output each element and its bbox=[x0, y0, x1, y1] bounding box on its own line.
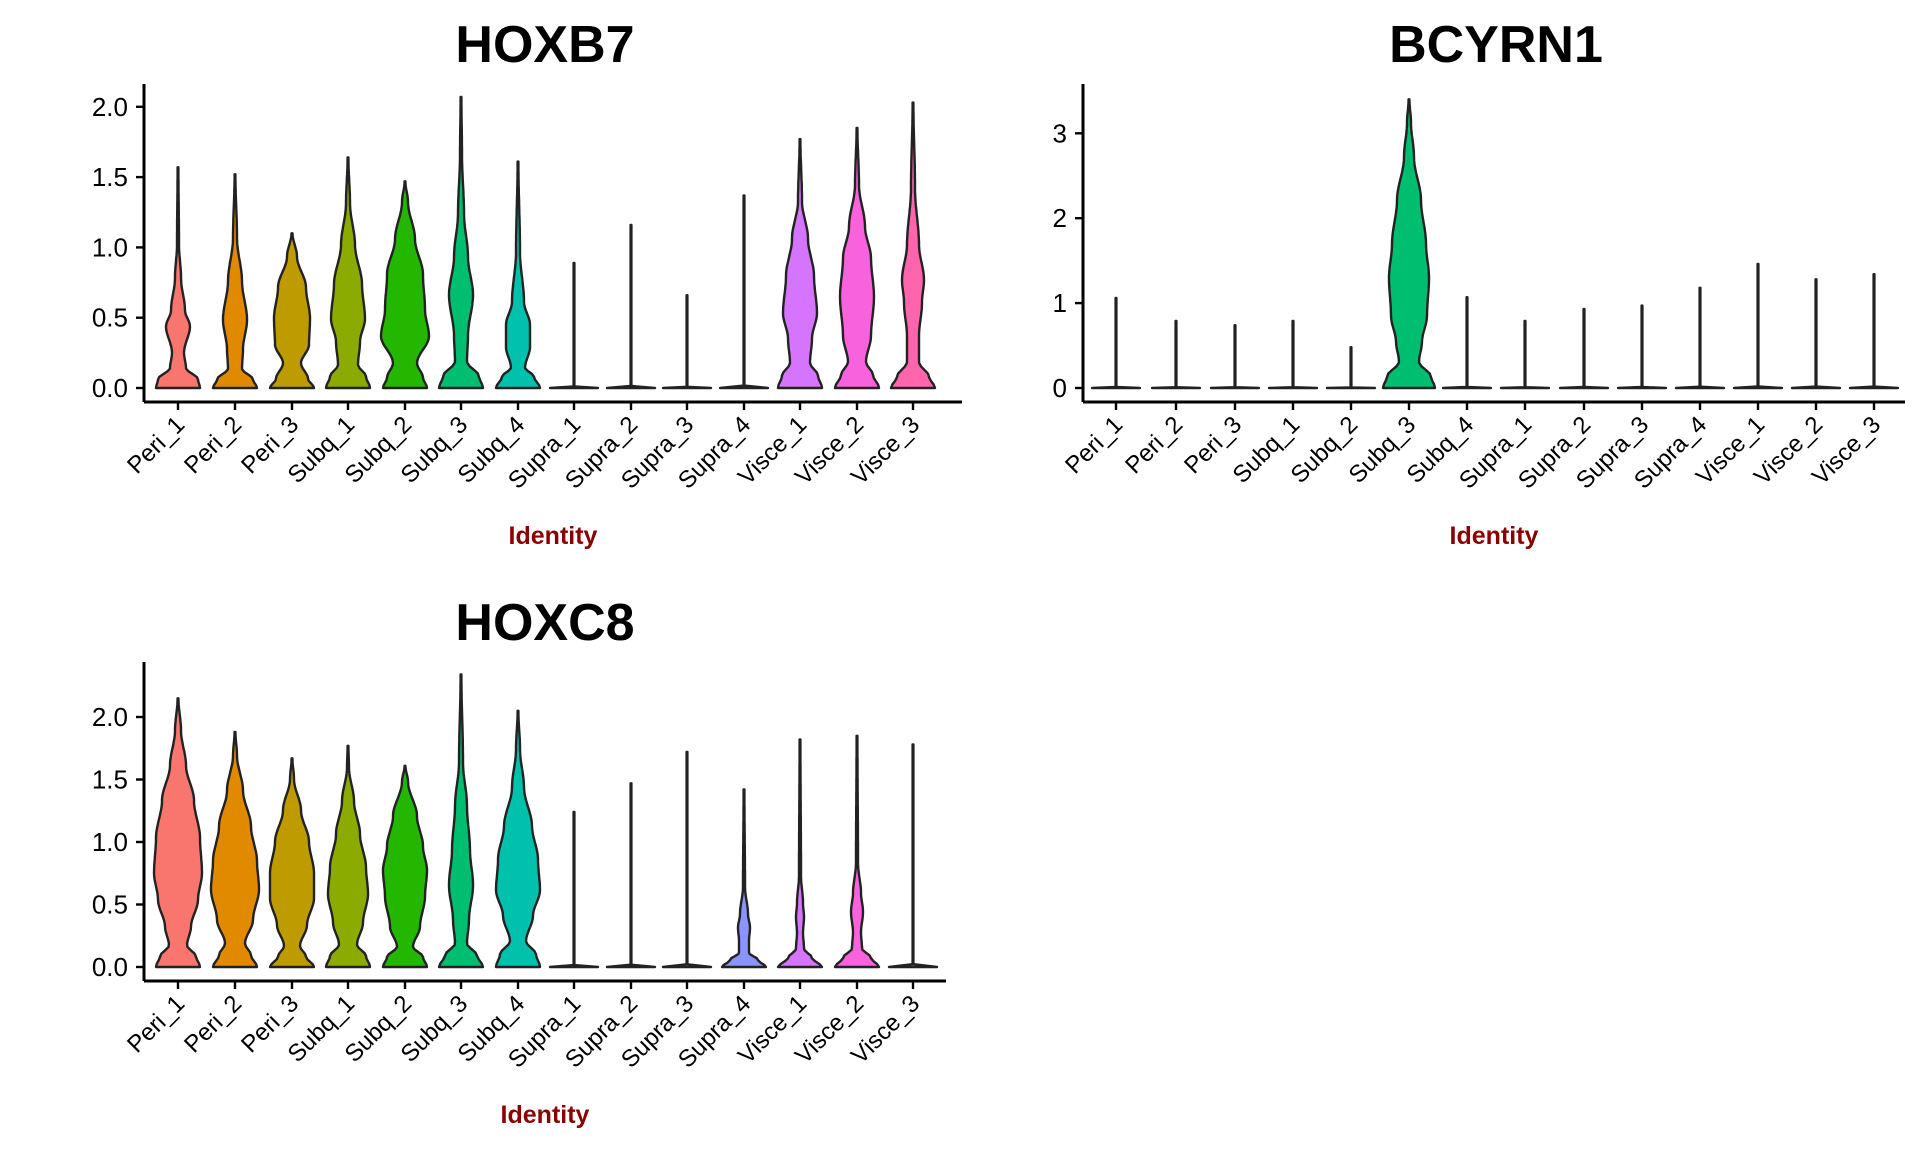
violin-peri-2 bbox=[1150, 319, 1202, 390]
x-axis-title: Identity bbox=[509, 522, 598, 550]
y-tick-label: 0.0 bbox=[92, 952, 128, 982]
violin-visce-1 bbox=[776, 738, 824, 969]
violin-supra-3 bbox=[1616, 304, 1668, 390]
violin-subq-1 bbox=[1267, 319, 1319, 390]
violin-subq-4 bbox=[494, 709, 542, 969]
y-tick-label: 0.5 bbox=[92, 890, 128, 920]
y-tick-label: 3 bbox=[1053, 118, 1067, 148]
y-tick-label: 2.0 bbox=[92, 92, 128, 122]
violin-peri-2 bbox=[209, 730, 261, 969]
violin-supra-1 bbox=[548, 810, 600, 969]
violin-visce-3 bbox=[889, 101, 937, 390]
violin-supra-2 bbox=[605, 782, 657, 969]
violin-peri-3 bbox=[1209, 324, 1261, 390]
panel-title: BCYRN1 bbox=[1389, 16, 1603, 74]
y-tick-label: 0 bbox=[1053, 373, 1067, 403]
violin-peri-3 bbox=[268, 232, 316, 390]
violin-peri-1 bbox=[152, 697, 204, 969]
violin-subq-2 bbox=[1325, 346, 1377, 390]
violin-supra-1 bbox=[1499, 319, 1551, 390]
violin-supra-2 bbox=[605, 223, 657, 390]
violin-subq-1 bbox=[324, 744, 372, 969]
violin-supra-3 bbox=[661, 750, 713, 969]
y-tick-label: 1 bbox=[1053, 288, 1067, 318]
x-axis-title: Identity bbox=[501, 1101, 590, 1129]
y-tick-label: 2 bbox=[1053, 203, 1067, 233]
violin-supra-4 bbox=[718, 194, 770, 390]
y-tick-label: 1.0 bbox=[92, 232, 128, 262]
violin-visce-3 bbox=[887, 743, 939, 969]
violin-visce-2 bbox=[1790, 278, 1842, 390]
violin-supra-4 bbox=[1674, 286, 1726, 390]
violin-visce-1 bbox=[1732, 262, 1784, 390]
x-axis-title: Identity bbox=[1450, 522, 1539, 550]
violin-subq-3 bbox=[1381, 98, 1437, 390]
violin-subq-4 bbox=[1441, 296, 1493, 390]
violin-visce-2 bbox=[833, 734, 881, 969]
y-tick-label: 2.0 bbox=[92, 702, 128, 732]
violin-visce-2 bbox=[833, 126, 881, 390]
violin-peri-1 bbox=[1090, 296, 1142, 390]
violin-supra-2 bbox=[1558, 307, 1610, 390]
violin-subq-1 bbox=[324, 156, 372, 390]
violin-visce-1 bbox=[776, 137, 824, 390]
y-tick-label: 1.5 bbox=[92, 765, 128, 795]
violin-peri-1 bbox=[154, 166, 202, 390]
violin-subq-2 bbox=[379, 180, 431, 390]
violin-subq-3 bbox=[437, 673, 485, 969]
panel-title: HOXB7 bbox=[455, 16, 634, 74]
violin-supra-1 bbox=[548, 261, 600, 390]
violin-visce-3 bbox=[1848, 273, 1900, 390]
violin-peri-2 bbox=[211, 173, 259, 390]
panel-title: HOXC8 bbox=[455, 594, 634, 652]
y-tick-label: 0.0 bbox=[92, 373, 128, 403]
violin-supra-4 bbox=[720, 788, 768, 969]
violin-subq-3 bbox=[437, 95, 485, 390]
y-tick-label: 0.5 bbox=[92, 303, 128, 333]
y-tick-label: 1.0 bbox=[92, 827, 128, 857]
violin-supra-3 bbox=[661, 294, 713, 390]
violin-subq-2 bbox=[381, 764, 429, 969]
violin-peri-3 bbox=[268, 757, 316, 969]
y-tick-label: 1.5 bbox=[92, 162, 128, 192]
violin-subq-4 bbox=[494, 160, 542, 390]
